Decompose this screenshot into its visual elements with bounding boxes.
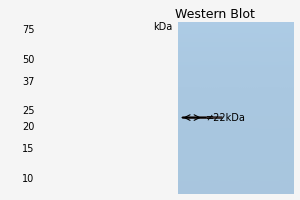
Text: kDa: kDa bbox=[154, 22, 173, 32]
Text: ≠22kDa: ≠22kDa bbox=[206, 113, 246, 123]
FancyBboxPatch shape bbox=[182, 116, 223, 119]
Text: Western Blot: Western Blot bbox=[176, 8, 255, 21]
